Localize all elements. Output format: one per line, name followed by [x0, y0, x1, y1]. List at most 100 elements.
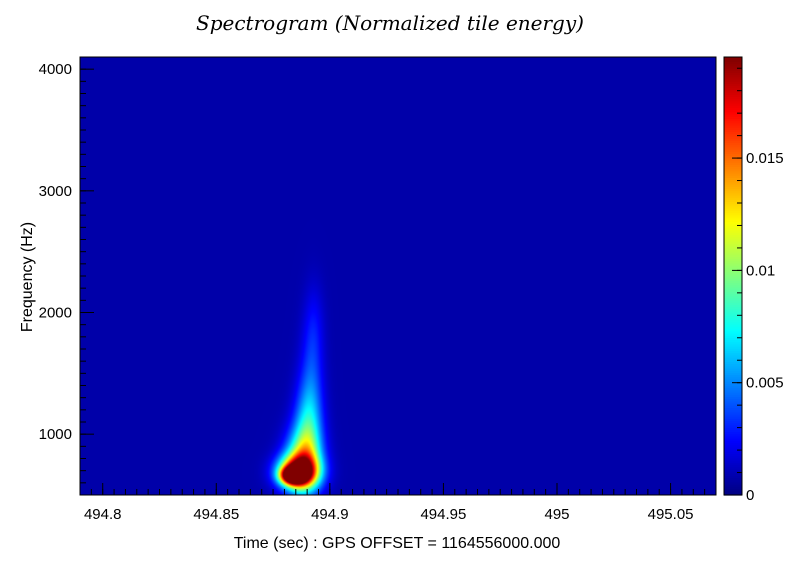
colorbar-tick-label: 0.005	[746, 375, 784, 392]
colorbar-strip	[724, 416, 742, 419]
colorbar-strip	[724, 164, 742, 168]
colorbar-strip	[724, 175, 742, 179]
colorbar-strip	[724, 473, 742, 476]
colorbar-strip	[724, 186, 742, 189]
colorbar-strip	[724, 488, 742, 492]
colorbar-strip	[724, 142, 742, 146]
colorbar-strip	[724, 113, 742, 117]
colorbar-strip	[724, 265, 742, 268]
colorbar-strip	[724, 343, 742, 347]
colorbar-strip	[724, 78, 742, 82]
colorbar-strip	[724, 92, 742, 95]
colorbar-strip	[724, 273, 742, 277]
colorbar-strip	[724, 173, 742, 176]
colorbar-strip	[724, 326, 742, 330]
y-tick-label: 4000	[39, 61, 72, 78]
colorbar-strip	[724, 289, 742, 292]
colorbar-strip	[724, 328, 742, 332]
colorbar-strip	[724, 107, 742, 111]
colorbar-strip	[724, 442, 742, 446]
colorbar-strip	[724, 403, 742, 406]
colorbar-strip	[724, 302, 742, 306]
colorbar-strip	[724, 146, 742, 150]
colorbar-strip	[724, 332, 742, 336]
y-axis-label: Frequency (Hz)	[19, 222, 36, 332]
colorbar-strip	[724, 94, 742, 98]
colorbar-strip	[724, 260, 742, 264]
colorbar-strip	[724, 339, 742, 343]
colorbar-strip	[724, 486, 742, 490]
colorbar-strip	[724, 295, 742, 299]
colorbar-strip	[724, 311, 742, 314]
colorbar-strip	[724, 440, 742, 444]
colorbar-strip	[724, 291, 742, 295]
x-tick-label: 494.8	[84, 506, 122, 523]
colorbar-strip	[724, 438, 742, 441]
colorbar-strip	[724, 354, 742, 358]
colorbar-strip	[724, 407, 742, 411]
y-tick-label: 1000	[39, 426, 72, 443]
colorbar-strip	[724, 120, 742, 124]
x-tick-label: 494.9	[311, 506, 349, 523]
colorbar-strip	[724, 234, 742, 238]
colorbar-strip	[724, 188, 742, 192]
colorbar-strip	[724, 459, 742, 463]
colorbar-strip	[724, 271, 742, 275]
colorbar-strip	[724, 105, 742, 108]
colorbar-strip	[724, 111, 742, 115]
colorbar-strip	[724, 306, 742, 310]
colorbar-strip	[724, 367, 742, 371]
y-tick-label: 3000	[39, 183, 72, 200]
colorbar-strip	[724, 297, 742, 301]
x-tick-label: 495.05	[648, 506, 694, 523]
colorbar-strip	[724, 453, 742, 457]
colorbar-strip	[724, 321, 742, 325]
colorbar-strip	[724, 376, 742, 380]
colorbar-strip	[724, 230, 742, 233]
colorbar-strip	[724, 98, 742, 102]
colorbar-strip	[724, 194, 742, 198]
colorbar-strip	[724, 61, 742, 65]
colorbar-strip	[724, 129, 742, 133]
colorbar-strip	[724, 365, 742, 369]
colorbar-strip	[724, 464, 742, 468]
colorbar-strip	[724, 359, 742, 363]
colorbar-strip	[724, 127, 742, 130]
colorbar-strip	[724, 446, 742, 450]
colorbar-strip	[724, 116, 742, 119]
colorbar-strip	[724, 247, 742, 251]
colorbar-strip	[724, 232, 742, 235]
colorbar-strip	[724, 286, 742, 290]
colorbar-strip	[724, 254, 742, 257]
colorbar-strip	[724, 350, 742, 354]
colorbar-strip	[724, 348, 742, 352]
colorbar-strip	[724, 102, 742, 106]
colorbar-strip	[724, 324, 742, 327]
colorbar-strip	[724, 420, 742, 424]
colorbar-strip	[724, 361, 742, 365]
colorbar-strip	[724, 59, 742, 62]
colorbar-strip	[724, 140, 742, 144]
colorbar-strip	[724, 413, 742, 417]
colorbar-strip	[724, 72, 742, 76]
colorbar-strip	[724, 57, 742, 60]
colorbar-strip	[724, 394, 742, 398]
colorbar-strip	[724, 470, 742, 474]
colorbar-strip	[724, 256, 742, 260]
colorbar-strip	[724, 435, 742, 439]
colorbar-strip	[724, 317, 742, 321]
colorbar-strip	[724, 431, 742, 435]
colorbar-strip	[724, 341, 742, 345]
colorbar-strip	[724, 122, 742, 126]
colorbar-strip	[724, 243, 742, 246]
colorbar-strip	[724, 74, 742, 78]
colorbar-strip	[724, 166, 742, 170]
colorbar-strip	[724, 221, 742, 225]
colorbar-strip	[724, 479, 742, 483]
colorbar-strip	[724, 197, 742, 200]
colorbar-strip	[724, 168, 742, 172]
colorbar-strip	[724, 151, 742, 154]
colorbar-strip	[724, 346, 742, 349]
colorbar-strip	[724, 179, 742, 183]
colorbar-strip	[724, 466, 742, 470]
